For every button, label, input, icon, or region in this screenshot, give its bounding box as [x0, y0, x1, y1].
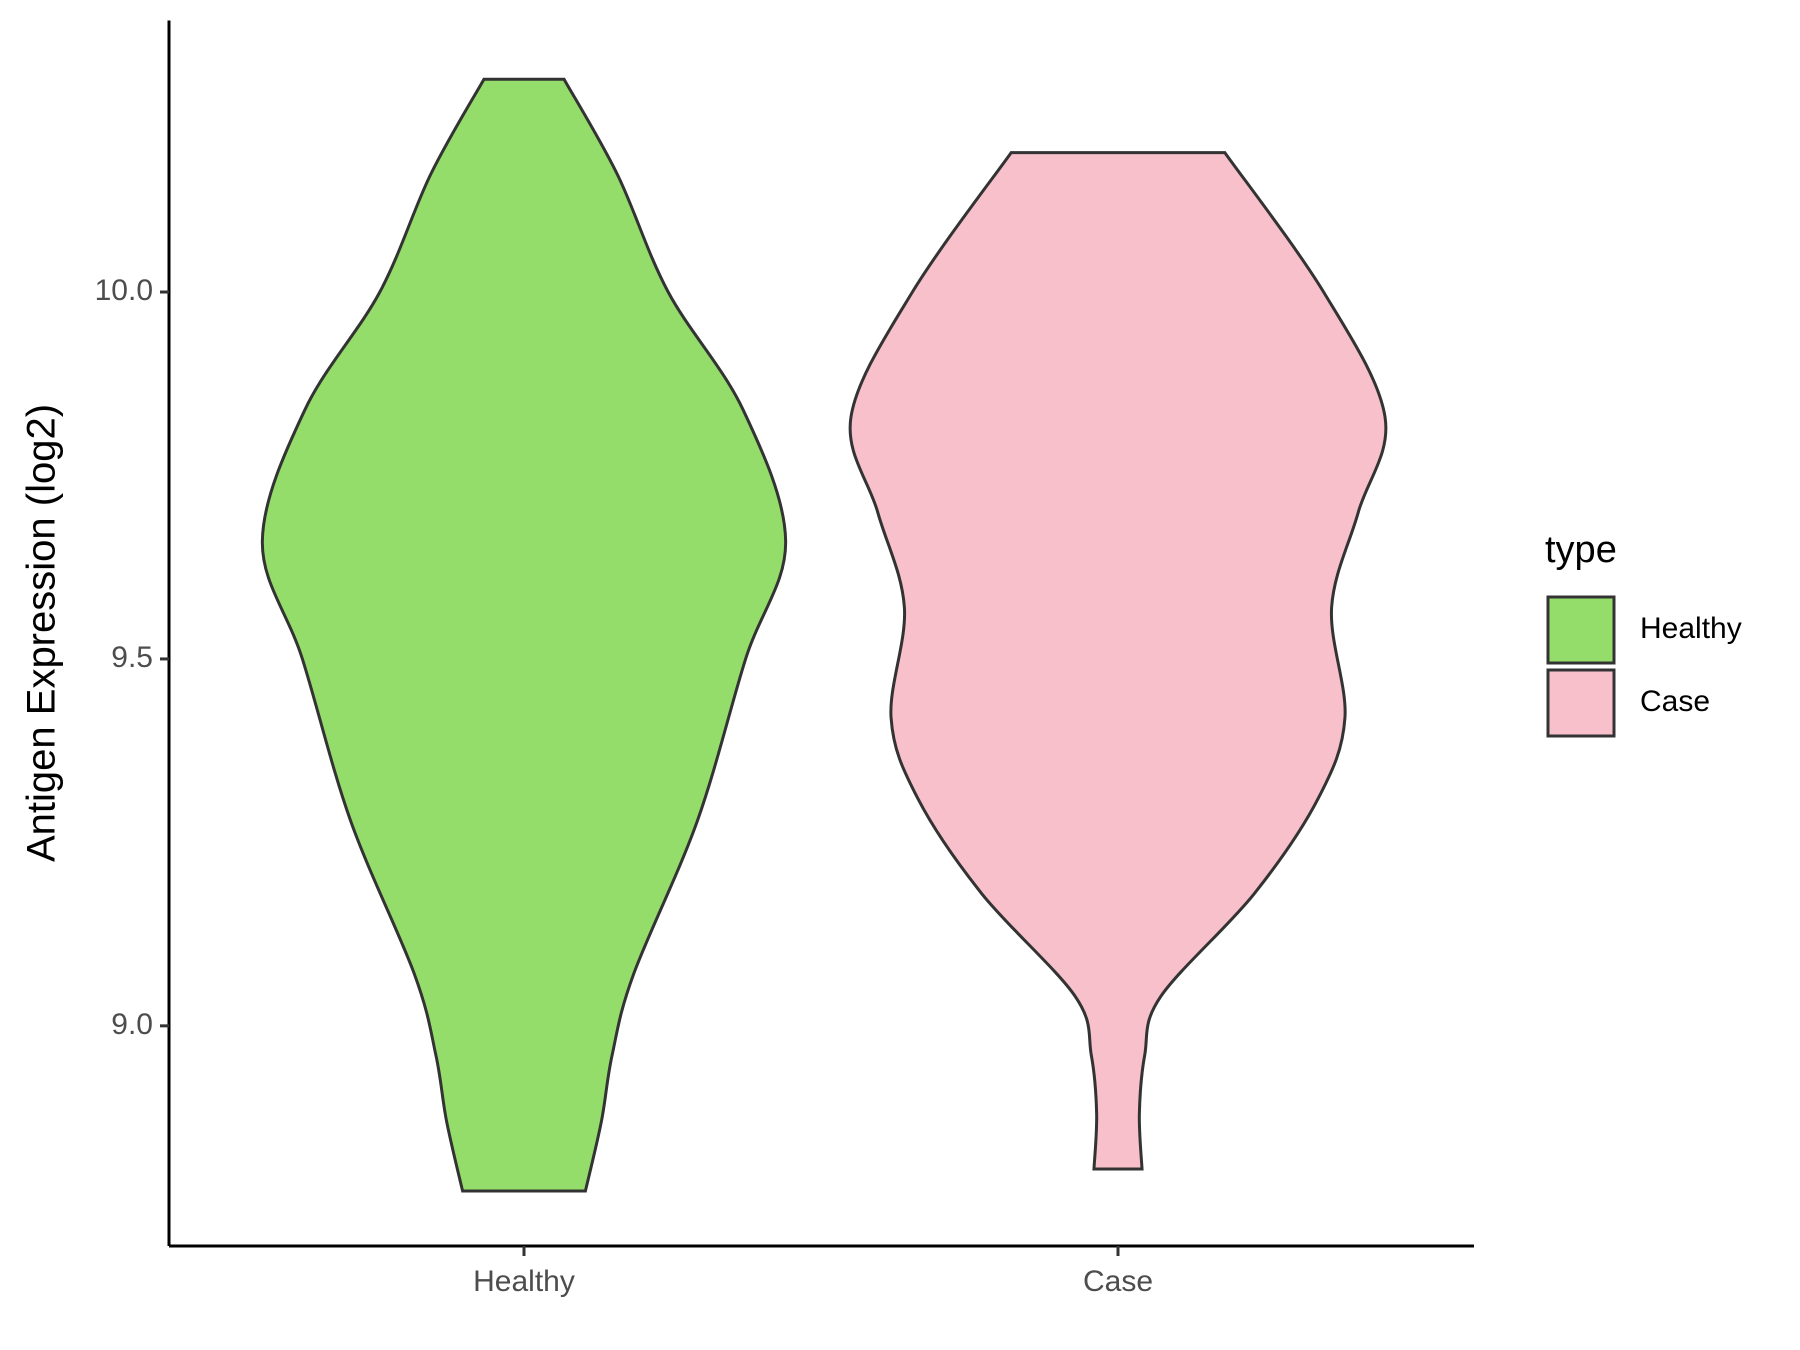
x-tick-label: Case	[1083, 1265, 1153, 1298]
y-tick-label: 9.5	[111, 641, 153, 674]
y-tick-label: 9.0	[111, 1008, 153, 1041]
legend-key	[1546, 595, 1616, 665]
legend-label: Case	[1640, 685, 1710, 718]
violin	[260, 77, 788, 1193]
y-tick-label: 10.0	[95, 274, 153, 307]
y-axis-title: Antigen Expression (log2)	[20, 404, 64, 862]
x-tick-label: Healthy	[473, 1265, 575, 1298]
legend-title: type	[1545, 529, 1617, 571]
legend-label: Healthy	[1640, 612, 1742, 645]
violin	[848, 151, 1388, 1171]
legend-key	[1546, 668, 1616, 738]
